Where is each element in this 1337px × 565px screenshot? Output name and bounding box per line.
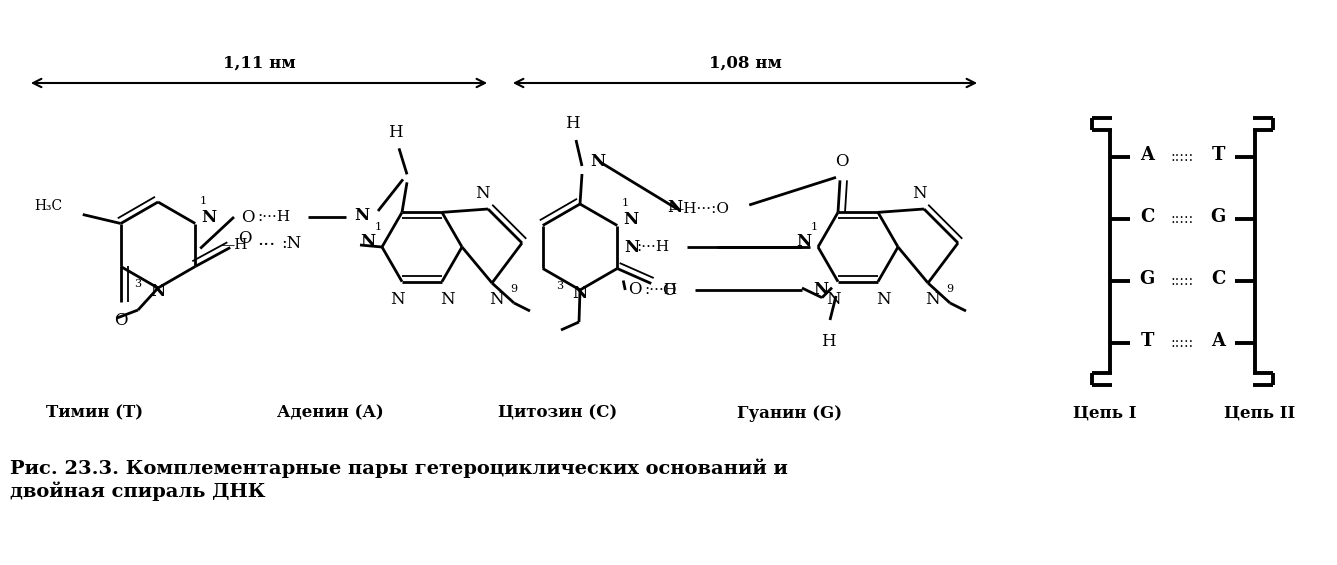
Text: :···H: :···H: [636, 240, 670, 254]
Text: N: N: [925, 290, 940, 307]
Text: N: N: [202, 209, 217, 226]
Text: H: H: [821, 332, 836, 350]
Text: N: N: [361, 233, 376, 250]
Text: 1,08 нм: 1,08 нм: [709, 54, 781, 72]
Text: 1: 1: [622, 198, 628, 208]
Text: Аденин (А): Аденин (А): [277, 405, 384, 421]
Text: Цитозин (С): Цитозин (С): [499, 405, 618, 421]
Text: 1: 1: [199, 197, 207, 206]
Text: O: O: [241, 208, 255, 225]
Text: :::::: :::::: [1171, 274, 1194, 288]
Text: :::::: :::::: [1171, 150, 1194, 164]
Text: N: N: [813, 280, 829, 298]
Text: O: O: [238, 230, 251, 247]
Text: N: N: [151, 284, 166, 301]
Text: N: N: [572, 285, 587, 302]
Text: —H···:O: —H···:O: [668, 202, 730, 216]
Text: Тимин (Т): Тимин (Т): [47, 405, 143, 421]
Text: C: C: [1140, 208, 1154, 226]
Text: O: O: [114, 312, 127, 329]
Text: ···: ···: [257, 236, 275, 254]
Text: N: N: [475, 185, 489, 202]
Text: 1,11 нм: 1,11 нм: [223, 54, 295, 72]
Text: Цепь I: Цепь I: [1074, 405, 1136, 421]
Text: :···H: :···H: [644, 283, 678, 297]
Text: N: N: [826, 291, 841, 308]
Text: :::::: :::::: [1171, 212, 1194, 226]
Text: N: N: [623, 211, 639, 228]
Text: C: C: [1211, 270, 1225, 288]
Text: A: A: [1211, 332, 1225, 350]
Text: 1: 1: [374, 222, 381, 232]
Text: Цепь II: Цепь II: [1225, 405, 1296, 421]
Text: N: N: [489, 290, 503, 307]
Text: H: H: [564, 115, 579, 133]
Text: N: N: [389, 291, 404, 308]
Text: N: N: [667, 198, 683, 215]
Text: H: H: [388, 124, 402, 141]
Text: G: G: [1210, 208, 1226, 226]
Text: O: O: [628, 281, 642, 298]
Text: :::::: :::::: [1171, 336, 1194, 350]
Text: G: G: [1139, 270, 1155, 288]
Text: 3: 3: [556, 281, 564, 291]
Text: N: N: [624, 238, 640, 255]
Text: A: A: [1140, 146, 1154, 164]
Text: N: N: [797, 233, 812, 250]
Text: H₃C: H₃C: [35, 199, 63, 214]
Text: O: O: [836, 153, 849, 170]
Text: 3: 3: [135, 279, 142, 289]
Text: O: O: [663, 282, 677, 299]
Text: N: N: [354, 206, 369, 224]
Text: 9: 9: [511, 284, 517, 294]
Text: 9: 9: [947, 284, 953, 294]
Text: N: N: [876, 291, 890, 308]
Text: N: N: [912, 185, 927, 202]
Text: :···H: :···H: [258, 210, 290, 224]
Text: :N: :N: [281, 236, 301, 253]
Text: N: N: [591, 154, 606, 171]
Text: —H: —H: [219, 238, 247, 252]
Text: N: N: [440, 291, 455, 308]
Text: Рис. 23.3. Комплементарные пары гетероциклических оснований и
двойная спираль ДН: Рис. 23.3. Комплементарные пары гетероци…: [9, 459, 787, 501]
Text: T: T: [1140, 332, 1154, 350]
Text: 1: 1: [810, 222, 817, 232]
Text: T: T: [1211, 146, 1225, 164]
Text: Гуанин (G): Гуанин (G): [738, 405, 842, 421]
